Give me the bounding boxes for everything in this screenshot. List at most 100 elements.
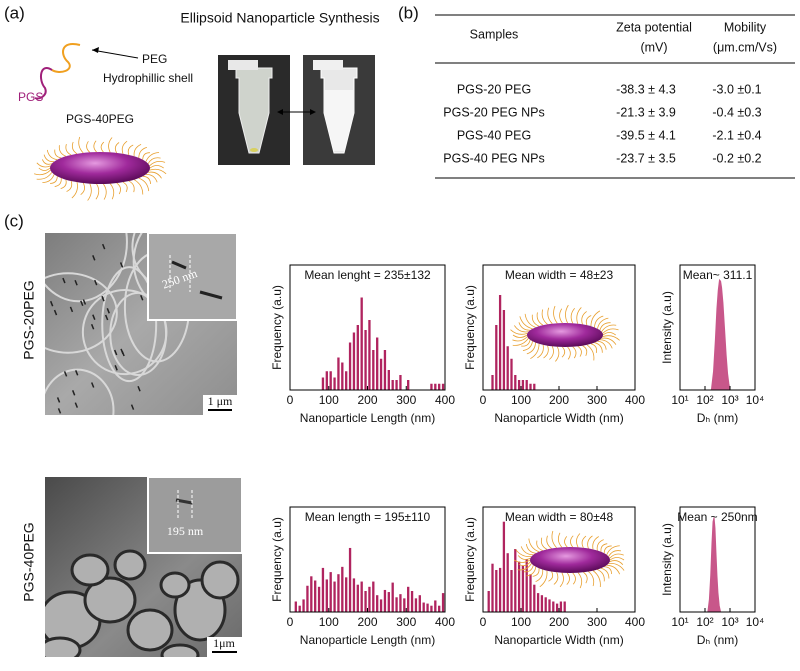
tem-particle <box>69 306 74 313</box>
tem-particle <box>92 255 96 261</box>
bar <box>383 350 387 390</box>
bar <box>410 591 414 612</box>
bar <box>341 362 344 390</box>
x-tick-label: 100 <box>511 615 531 629</box>
bar <box>510 570 513 612</box>
peg-hair <box>532 568 540 577</box>
x-tick-label: 10² <box>696 393 713 407</box>
x-tick-label: 400 <box>435 615 455 629</box>
bar <box>356 584 359 612</box>
peg-hair <box>596 539 604 551</box>
bar <box>510 358 513 390</box>
peg-hair <box>526 342 536 355</box>
peg-hair <box>522 341 533 351</box>
bar <box>341 566 344 612</box>
peg-hair <box>592 536 599 550</box>
bar <box>298 605 301 612</box>
bar <box>525 559 528 612</box>
arrow <box>91 49 139 59</box>
bar <box>383 589 387 612</box>
bar <box>517 561 521 612</box>
peg-hair <box>601 324 617 332</box>
bar <box>533 383 536 390</box>
bar <box>487 591 490 612</box>
bar <box>364 591 367 612</box>
vial-pellet <box>250 148 258 152</box>
x-tick-label: 100 <box>319 393 339 407</box>
particle-core <box>50 152 150 184</box>
x-tick-label: 400 <box>435 393 455 407</box>
bar <box>498 295 502 390</box>
panel-label: (a) <box>4 3 25 22</box>
bar <box>387 592 390 612</box>
bar <box>502 310 506 390</box>
peg-hair <box>597 569 605 582</box>
tem-particle <box>80 300 84 307</box>
table-header: (mV) <box>640 40 667 54</box>
peg-hair <box>577 572 583 589</box>
peg-hair <box>547 307 553 324</box>
bar <box>407 380 410 390</box>
bar <box>294 601 297 612</box>
table-cell: PGS-40 PEG NPs <box>443 151 544 165</box>
y-axis-label: Frequency (a.u) <box>270 517 284 602</box>
peg-hair <box>537 344 544 359</box>
tem-particle <box>101 243 106 250</box>
peg-hair <box>60 179 67 189</box>
peg-hair <box>520 546 534 556</box>
tem-particle <box>90 324 95 330</box>
peg-hair <box>108 137 113 153</box>
chart: 0 100 200 300 400 Mean width = 80±48 Nanoparti… <box>463 506 645 647</box>
bar <box>368 586 371 612</box>
peg-hair <box>606 545 620 555</box>
bar <box>356 325 359 390</box>
peg-hair <box>551 530 557 549</box>
bar <box>337 574 340 612</box>
peg-hair <box>597 317 609 329</box>
peg-hair <box>100 141 105 153</box>
table: Samples Zeta potential (mV) Mobility (μm.cm/… <box>443 20 777 165</box>
peg-hair <box>145 173 158 183</box>
peg-hair <box>570 535 574 548</box>
bar <box>517 380 521 390</box>
plot-frame <box>679 264 756 391</box>
tem-image <box>45 233 237 415</box>
tem-cell <box>45 368 115 415</box>
tem-particle <box>74 370 79 376</box>
peg-hair <box>512 334 528 338</box>
peg-hair <box>86 141 91 153</box>
tem-cell <box>81 289 168 376</box>
peg-hair <box>524 313 536 328</box>
peg-hair <box>66 180 73 192</box>
peg-hair <box>555 346 560 362</box>
peg-hair <box>602 328 619 334</box>
x-tick-label: 10² <box>696 615 713 629</box>
peg-hair <box>42 174 55 183</box>
bar <box>521 565 525 612</box>
x-tick-label: 200 <box>549 393 569 407</box>
peg-hair <box>54 178 62 187</box>
x-tick-label: 10¹ <box>671 393 688 407</box>
peg-hair <box>609 560 624 565</box>
peg-hair <box>138 177 150 192</box>
tem-particle <box>74 402 79 408</box>
x-tick-label: 0 <box>480 393 487 407</box>
x-tick-label: 300 <box>396 615 416 629</box>
y-axis-label: Intensity (a.u) <box>660 523 674 596</box>
tem-particle <box>63 371 68 377</box>
x-axis-label: Dₕ (nm) <box>697 633 739 647</box>
bar <box>434 600 437 612</box>
peg-hair <box>548 571 554 582</box>
x-tick-label: 0 <box>480 615 487 629</box>
peg-hair <box>49 176 58 184</box>
x-axis-label: Nanoparticle Width (nm) <box>494 633 623 647</box>
bar <box>521 380 525 390</box>
peg-hair <box>587 535 593 549</box>
peg-hair <box>78 136 84 154</box>
tem-particle <box>104 314 109 321</box>
peg-hair <box>588 571 595 587</box>
bar <box>387 370 390 390</box>
bar <box>544 597 547 612</box>
annotation: Mean width = 80±48 <box>505 510 614 524</box>
x-tick-label: 100 <box>511 393 531 407</box>
